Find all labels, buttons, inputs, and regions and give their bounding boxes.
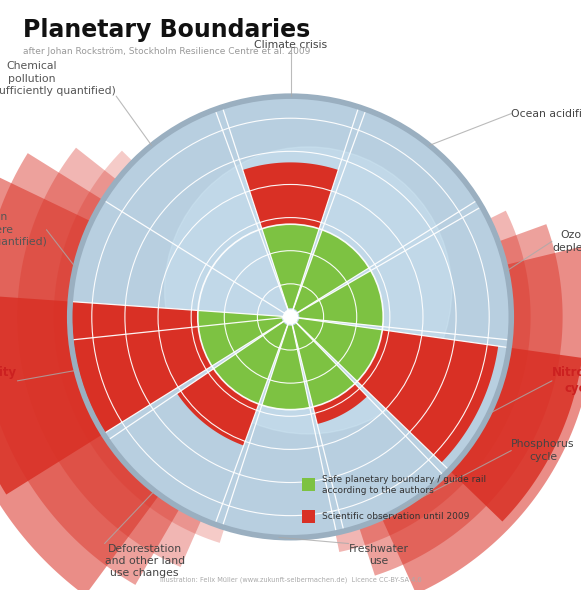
Polygon shape xyxy=(293,323,355,407)
Text: Safe planetary boundary / guide rail
according to the authors: Safe planetary boundary / guide rail acc… xyxy=(322,475,486,495)
Polygon shape xyxy=(309,205,498,524)
Polygon shape xyxy=(53,150,231,543)
Polygon shape xyxy=(243,162,338,229)
Text: Nitrogen
cycle: Nitrogen cycle xyxy=(552,367,581,395)
Polygon shape xyxy=(262,325,310,410)
Text: Phosphorus
cycle: Phosphorus cycle xyxy=(511,439,575,462)
Text: Particle pollution
of the atmosphere
(not yet sufficiently quantified): Particle pollution of the atmosphere (no… xyxy=(0,213,46,247)
Polygon shape xyxy=(331,211,530,552)
Circle shape xyxy=(284,310,297,324)
Polygon shape xyxy=(72,302,212,432)
Polygon shape xyxy=(17,148,210,567)
Circle shape xyxy=(70,96,511,538)
Polygon shape xyxy=(298,271,383,326)
Polygon shape xyxy=(297,318,382,382)
Polygon shape xyxy=(0,167,173,595)
Polygon shape xyxy=(214,322,288,404)
Text: Climate crisis: Climate crisis xyxy=(254,40,327,50)
Bar xyxy=(302,479,315,491)
Text: Scientific observation until 2009: Scientific observation until 2009 xyxy=(322,512,469,521)
Polygon shape xyxy=(372,246,581,594)
Polygon shape xyxy=(352,224,562,576)
Text: Freshwater
use: Freshwater use xyxy=(349,543,408,566)
Bar xyxy=(302,510,315,523)
Text: after Johan Rockström, Stockholm Resilience Centre et al. 2009: after Johan Rockström, Stockholm Resilie… xyxy=(23,47,311,56)
Polygon shape xyxy=(293,230,369,312)
Polygon shape xyxy=(177,369,259,446)
Polygon shape xyxy=(262,224,319,308)
Text: Ocean acidification: Ocean acidification xyxy=(511,108,581,119)
Text: Chemical
pollution
(not yet sufficiently quantified): Chemical pollution (not yet sufficiently… xyxy=(0,61,116,96)
Text: Planetary Boundaries: Planetary Boundaries xyxy=(23,18,310,42)
Polygon shape xyxy=(198,310,283,366)
Polygon shape xyxy=(0,294,131,495)
Text: Deforestation
and other land
use changes: Deforestation and other land use changes xyxy=(105,543,185,578)
Polygon shape xyxy=(313,383,367,424)
Text: Ozone
depletion: Ozone depletion xyxy=(552,230,581,253)
Polygon shape xyxy=(357,330,498,462)
Polygon shape xyxy=(0,153,191,585)
Polygon shape xyxy=(425,343,581,522)
Text: Illustration: Felix Müller (www.zukunft-selbermachen.de)  Licence CC-BY-SA 4.0: Illustration: Felix Müller (www.zukunft-… xyxy=(160,576,421,583)
Text: Biodiversity
loss: Biodiversity loss xyxy=(0,367,17,395)
Circle shape xyxy=(164,147,451,434)
